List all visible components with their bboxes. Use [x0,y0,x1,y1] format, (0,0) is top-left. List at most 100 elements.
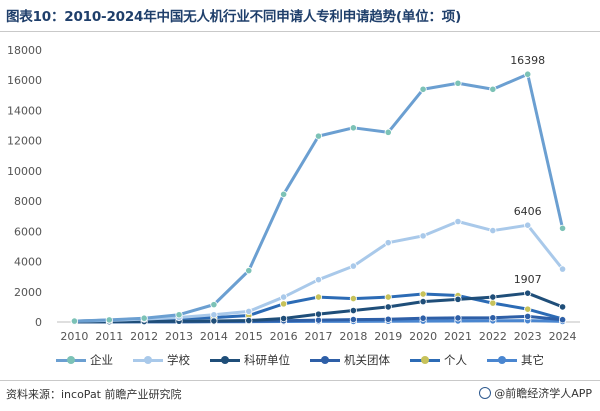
legend-label: 个人 [444,353,467,367]
legend-swatch [410,354,440,366]
legend-label: 其它 [521,353,544,367]
data-point [105,316,113,324]
legend-swatch [133,354,163,366]
legend-item: 机关团体 [310,352,390,368]
legend-swatch [487,354,517,366]
legend-label: 企业 [90,353,113,367]
data-point [280,314,288,323]
data-point [524,70,532,78]
data-point [314,132,323,140]
data-point [489,299,497,307]
data-point [454,314,462,322]
data-label: 6406 [514,205,542,218]
data-point [419,314,427,322]
legend-item: 其它 [487,352,544,368]
y-tick-label: 16000 [7,74,42,87]
data-point [384,303,392,311]
y-tick-label: 4000 [14,256,42,269]
data-point [524,289,532,297]
x-tick-label: 2014 [200,330,228,343]
data-point [384,293,392,301]
data-point [524,305,532,313]
data-point [454,295,462,303]
x-tick-label: 2011 [95,330,123,343]
data-point [558,303,567,311]
legend-item: 学校 [133,352,190,368]
chart-legend: 企业 学校 科研单位 机关团体 个人 其它 [0,350,600,370]
data-point [524,312,532,321]
data-point [419,290,427,298]
x-tick-label: 2020 [409,330,437,343]
data-point [245,307,253,316]
x-tick-label: 2017 [305,330,333,343]
legend-item: 个人 [410,352,467,368]
x-tick-label: 2010 [60,330,88,343]
y-tick-label: 0 [35,316,42,329]
data-point [314,316,323,324]
data-point [384,239,392,247]
data-point [314,310,323,318]
data-point [419,232,427,240]
data-label: 1907 [514,273,542,286]
x-tick-label: 2019 [374,330,402,343]
data-point [349,306,357,315]
legend-label: 机关团体 [344,353,390,367]
data-point [489,314,497,322]
y-tick-label: 14000 [7,104,42,117]
chart-title: 图表10：2010-2024年中国无人机行业不同申请人专利申请趋势(单位：项) [6,9,462,25]
qianzhan-logo-icon [479,387,492,399]
x-tick-label: 2018 [339,330,367,343]
series-line-0 [72,72,565,323]
brand-signature: @前瞻经济学人APP [479,385,592,401]
y-tick-label: 18000 [7,44,42,57]
data-label: 16398 [510,54,545,67]
data-point [175,311,183,319]
data-point [314,276,323,284]
data-point [280,190,288,198]
data-point [210,311,218,319]
legend-item: 企业 [56,352,113,368]
x-tick-label: 2024 [549,330,577,343]
series-line-1 [72,220,565,323]
data-point [558,265,567,273]
data-point [454,79,462,87]
x-tick-label: 2015 [235,330,263,343]
legend-label: 科研单位 [244,353,290,367]
data-point [245,316,253,325]
data-point [349,315,357,324]
data-point [489,293,497,301]
x-tick-label: 2012 [130,330,158,343]
brand-text: @前瞻经济学人APP [494,387,592,400]
x-tick-label: 2023 [514,330,542,343]
data-point [280,293,288,301]
data-point [210,317,218,325]
data-point [140,314,148,322]
y-tick-label: 10000 [7,165,42,178]
y-tick-label: 6000 [14,225,42,238]
legend-item: 科研单位 [210,352,290,368]
legend-label: 学校 [167,353,190,367]
data-point [349,124,357,132]
data-point [210,301,218,309]
legend-swatch [310,354,340,366]
source-note: 资料来源：incoPat 前瞻产业研究院 [6,388,182,401]
footer-divider [0,380,600,381]
data-point [489,85,497,93]
y-tick-label: 8000 [14,195,42,208]
x-tick-label: 2016 [270,330,298,343]
data-point [280,300,288,308]
x-tick-label: 2021 [444,330,472,343]
title-divider [0,31,600,32]
data-point [349,294,357,303]
data-point [489,226,497,235]
data-point [384,128,392,136]
x-tick-label: 2022 [479,330,507,343]
y-tick-label: 2000 [14,286,42,299]
data-point [558,224,567,232]
legend-swatch [56,354,86,366]
legend-swatch [210,354,240,366]
data-point [419,85,427,93]
y-tick-label: 12000 [7,135,42,148]
